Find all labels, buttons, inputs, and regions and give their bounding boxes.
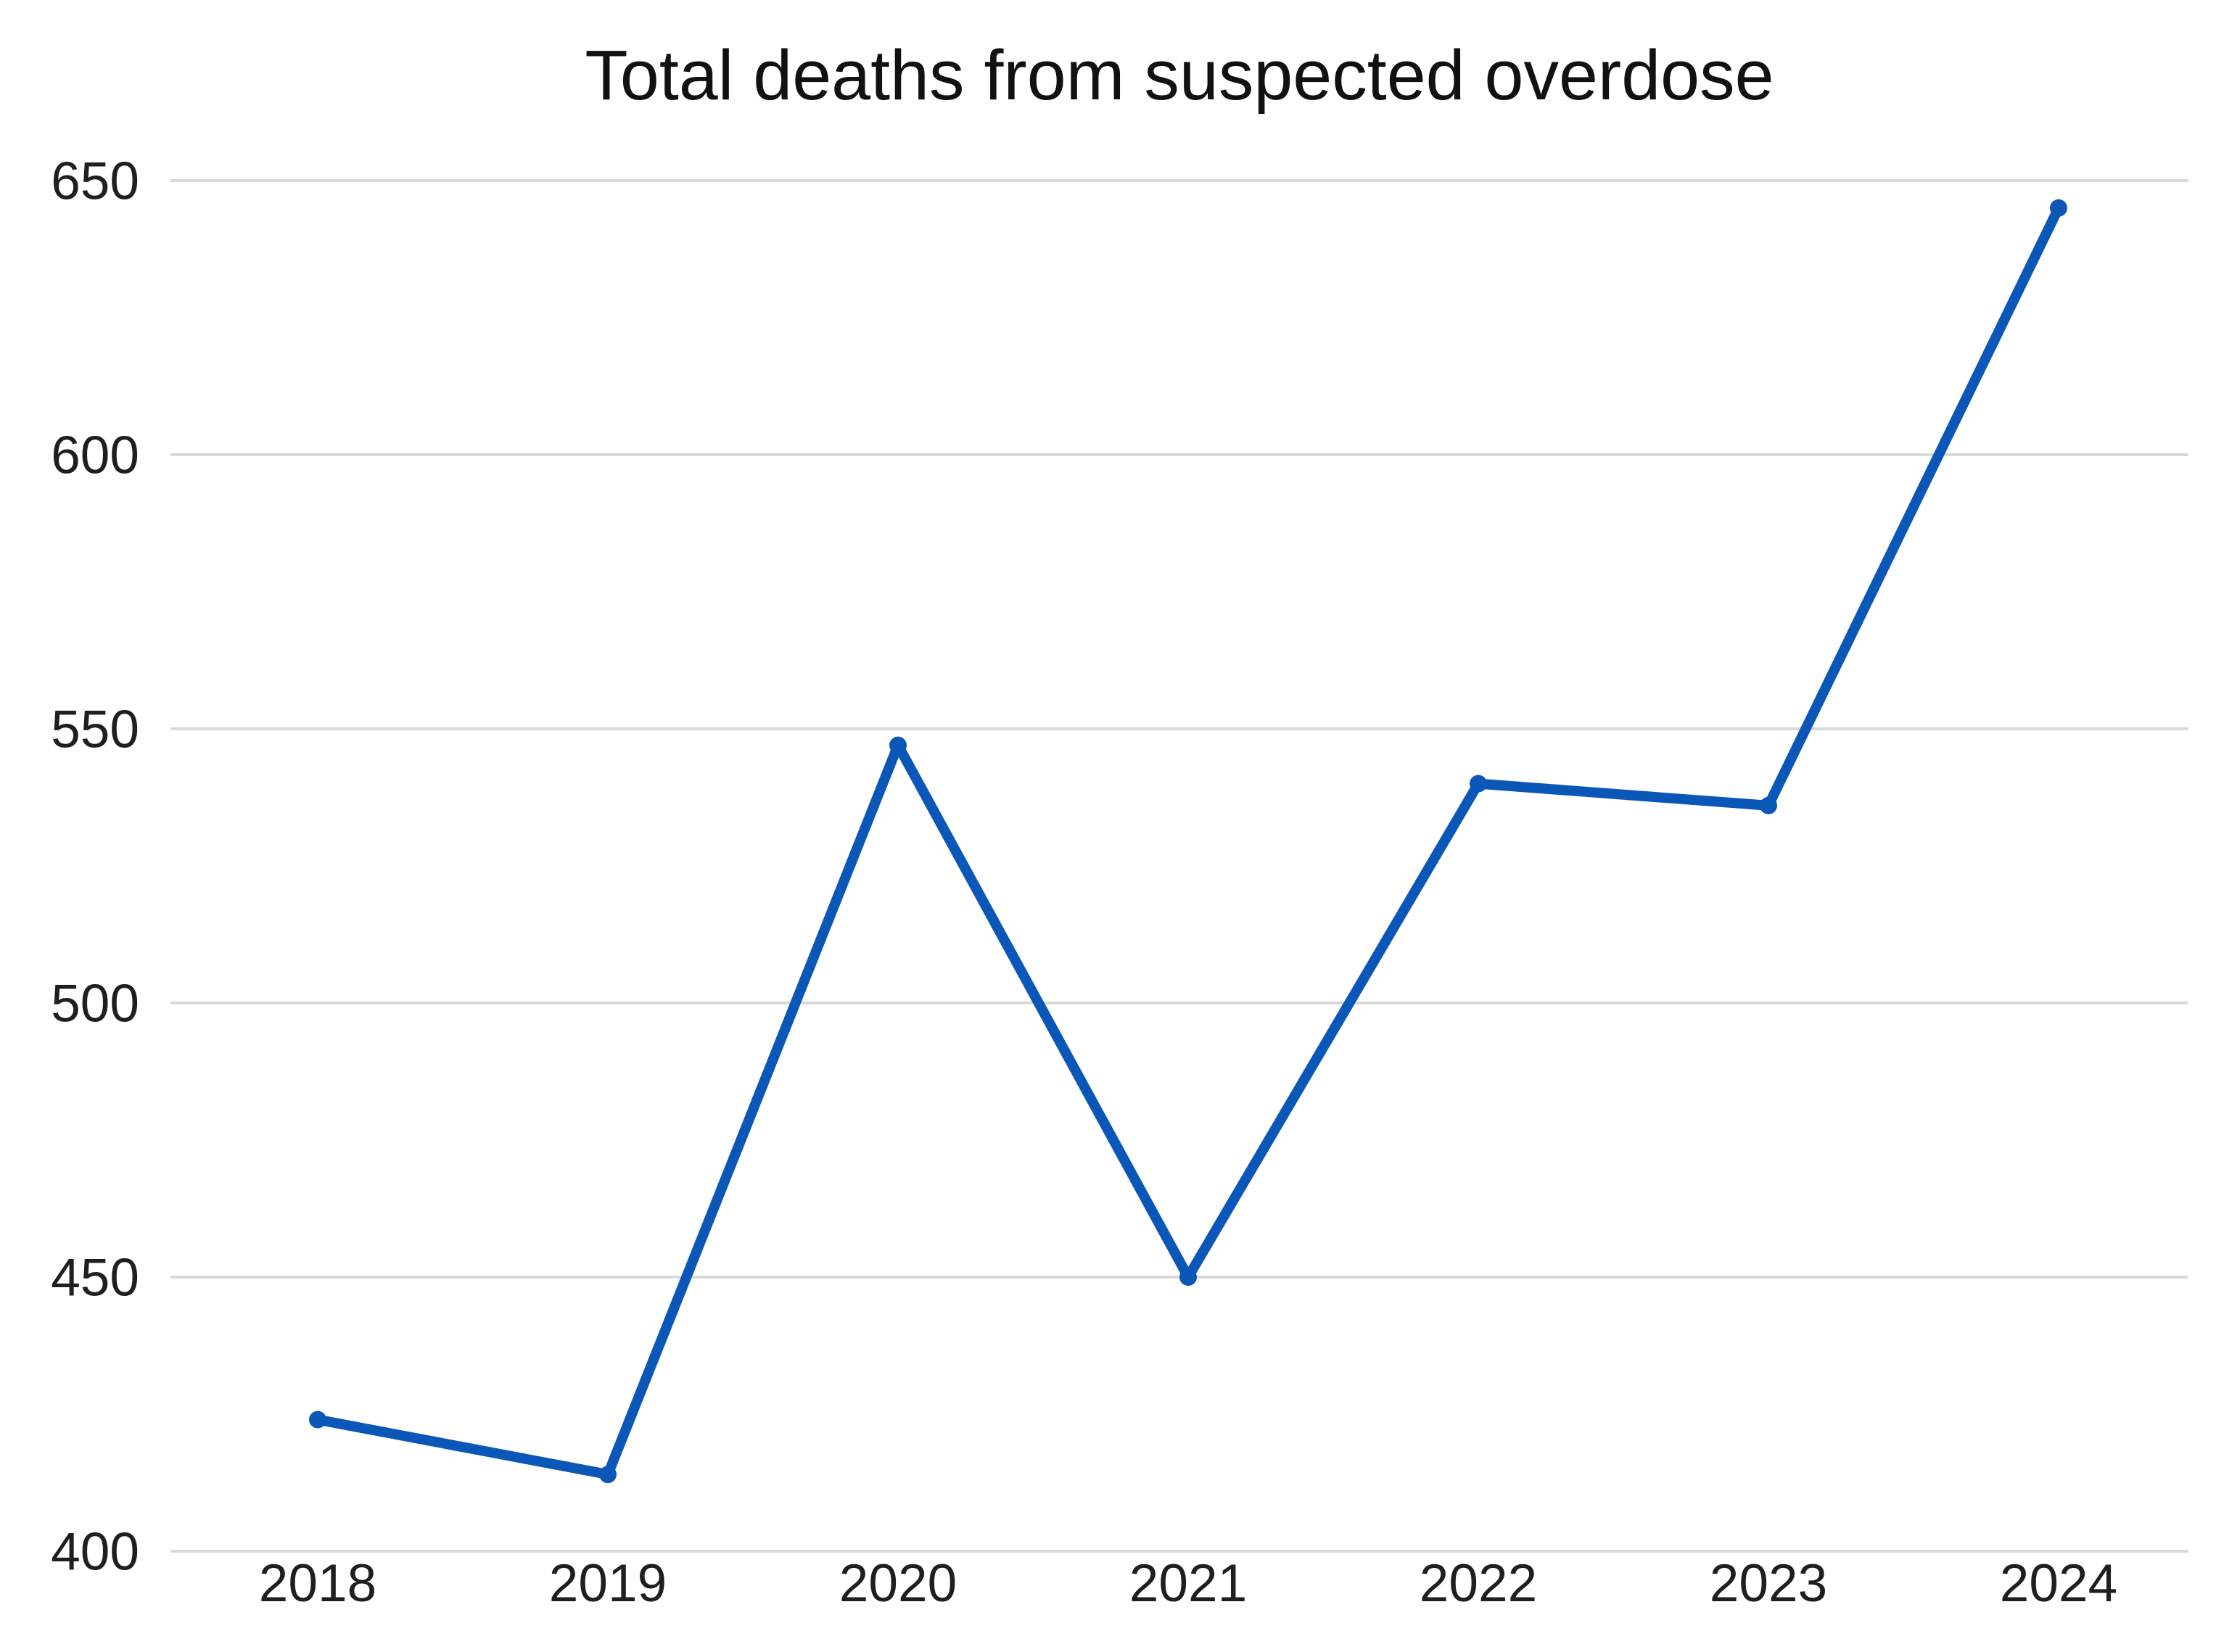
x-tick-label-2019: 2019	[549, 1554, 667, 1613]
y-tick-label-500: 500	[51, 975, 139, 1033]
x-tick-label-2022: 2022	[1420, 1554, 1537, 1613]
x-tick-label-2024: 2024	[2000, 1554, 2117, 1613]
data-point-2020	[889, 736, 907, 754]
x-tick-label-2018: 2018	[259, 1554, 376, 1613]
data-point-2021	[1179, 1268, 1197, 1286]
chart-title: Total deaths from suspected overdose	[585, 36, 1774, 115]
data-point-2022	[1470, 775, 1487, 793]
x-tick-label-2023: 2023	[1710, 1554, 1827, 1613]
data-point-2018	[309, 1411, 326, 1429]
y-tick-label-600: 600	[51, 426, 139, 485]
data-point-2024	[2050, 199, 2067, 217]
y-tick-label-550: 550	[51, 701, 139, 759]
x-tick-label-2021: 2021	[1129, 1554, 1247, 1613]
data-point-2023	[1760, 796, 1777, 814]
x-tick-label-2020: 2020	[839, 1554, 957, 1613]
y-tick-label-450: 450	[51, 1249, 139, 1308]
y-tick-label-650: 650	[51, 152, 139, 211]
data-point-2019	[599, 1466, 617, 1484]
y-tick-label-400: 400	[51, 1523, 139, 1582]
